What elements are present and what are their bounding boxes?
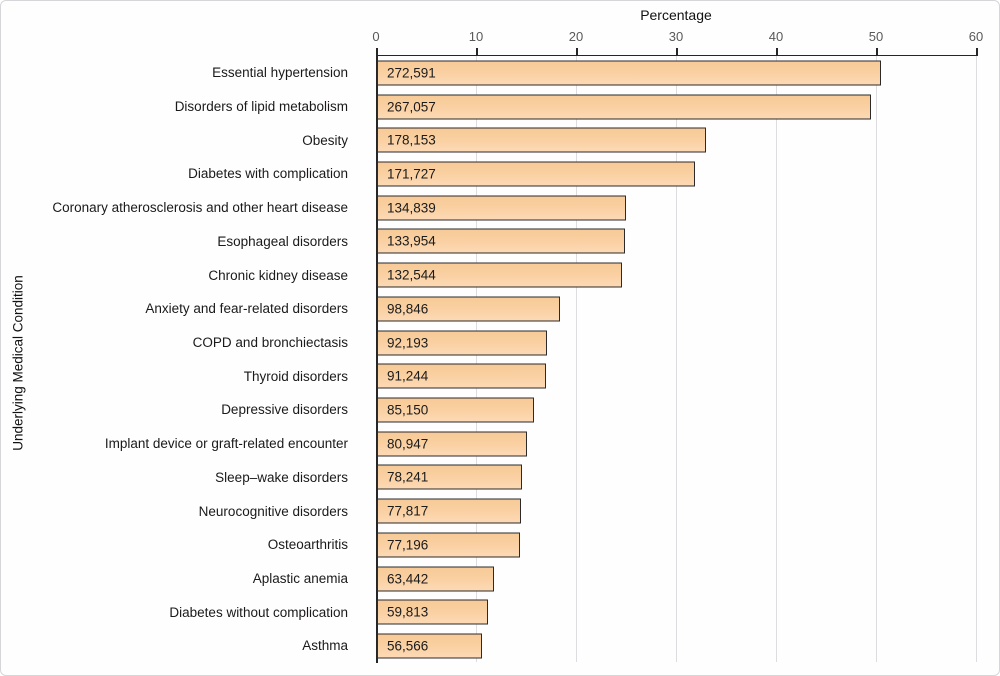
category-label: Asthma bbox=[302, 638, 348, 654]
bar-row: Essential hypertension 272,591 bbox=[1, 56, 999, 90]
gridline bbox=[776, 56, 777, 662]
bar-count-label: 59,813 bbox=[387, 604, 429, 620]
bar-count-label: 80,947 bbox=[387, 436, 429, 452]
bar: 92,193 bbox=[377, 330, 547, 356]
x-tick-label: 20 bbox=[568, 29, 584, 44]
bar-count-label: 272,591 bbox=[387, 65, 436, 81]
x-tick-label: 0 bbox=[372, 29, 380, 44]
bar-row: Diabetes without complication 59,813 bbox=[1, 595, 999, 629]
bar-count-label: 85,150 bbox=[387, 402, 429, 418]
bar: 272,591 bbox=[377, 60, 881, 86]
bar-row: Disorders of lipid metabolism 267,057 bbox=[1, 90, 999, 124]
category-label: Implant device or graft-related encounte… bbox=[104, 436, 348, 452]
bar-count-label: 92,193 bbox=[387, 335, 429, 351]
bar: 98,846 bbox=[377, 296, 560, 322]
x-tick-mark bbox=[576, 48, 578, 56]
bar: 132,544 bbox=[377, 262, 622, 288]
bar: 91,244 bbox=[377, 363, 546, 389]
category-label: Anxiety and fear-related disorders bbox=[145, 301, 348, 317]
x-tick-mark bbox=[376, 48, 378, 56]
bar-row: Diabetes with complication 171,727 bbox=[1, 157, 999, 191]
bar: 80,947 bbox=[377, 431, 527, 457]
bar: 171,727 bbox=[377, 161, 695, 187]
bar-count-label: 267,057 bbox=[387, 99, 436, 115]
category-label: Diabetes with complication bbox=[188, 166, 348, 182]
bar-count-label: 98,846 bbox=[387, 301, 429, 317]
bar-count-label: 91,244 bbox=[387, 368, 429, 384]
category-label: Osteoarthritis bbox=[267, 537, 348, 553]
bar: 63,442 bbox=[377, 566, 494, 591]
x-tick-label: 10 bbox=[468, 29, 484, 44]
category-label: Sleep–wake disorders bbox=[215, 469, 348, 485]
bar-row: Implant device or graft-related encounte… bbox=[1, 427, 999, 461]
x-tick-mark bbox=[876, 48, 878, 56]
bar: 77,817 bbox=[377, 498, 521, 524]
bar: 178,153 bbox=[377, 127, 706, 153]
x-tick-mark bbox=[476, 48, 478, 56]
bar-count-label: 132,544 bbox=[387, 267, 436, 283]
category-label: Coronary atherosclerosis and other heart… bbox=[52, 200, 348, 216]
bar-row: Sleep–wake disorders 78,241 bbox=[1, 461, 999, 495]
category-label: Essential hypertension bbox=[212, 65, 348, 81]
x-tick-label: 60 bbox=[968, 29, 984, 44]
category-label: Depressive disorders bbox=[221, 402, 348, 418]
bar-row: Aplastic anemia 63,442 bbox=[1, 562, 999, 596]
gridline bbox=[676, 56, 677, 662]
bar: 85,150 bbox=[377, 397, 534, 423]
bar-row: Obesity 178,153 bbox=[1, 123, 999, 157]
x-tick-label: 50 bbox=[868, 29, 884, 44]
category-label: Aplastic anemia bbox=[252, 571, 348, 586]
bar-count-label: 178,153 bbox=[387, 132, 436, 148]
bar-count-label: 133,954 bbox=[387, 233, 436, 249]
category-label: Esophageal disorders bbox=[217, 233, 348, 249]
y-axis-line bbox=[376, 54, 378, 663]
category-label: Chronic kidney disease bbox=[208, 267, 348, 283]
bar-count-label: 56,566 bbox=[387, 638, 429, 654]
bar-count-label: 63,442 bbox=[387, 571, 429, 586]
x-tick-mark bbox=[776, 48, 778, 56]
x-tick-mark bbox=[976, 48, 978, 56]
bar-row: Coronary atherosclerosis and other heart… bbox=[1, 191, 999, 225]
bar-count-label: 171,727 bbox=[387, 166, 436, 182]
category-label: Thyroid disorders bbox=[243, 368, 348, 384]
bar-count-label: 134,839 bbox=[387, 200, 436, 216]
category-label: Obesity bbox=[302, 132, 348, 148]
bar-row: Neurocognitive disorders 77,817 bbox=[1, 494, 999, 528]
x-tick-label: 30 bbox=[668, 29, 684, 44]
category-label: Neurocognitive disorders bbox=[198, 503, 348, 519]
bar: 56,566 bbox=[377, 633, 482, 659]
bar: 133,954 bbox=[377, 228, 625, 254]
gridline bbox=[476, 56, 477, 662]
bar: 77,196 bbox=[377, 532, 520, 558]
bar-row: Depressive disorders 85,150 bbox=[1, 393, 999, 427]
gridline bbox=[976, 56, 977, 662]
bar: 134,839 bbox=[377, 195, 626, 221]
gridline bbox=[876, 56, 877, 662]
bar-row: Esophageal disorders 133,954 bbox=[1, 225, 999, 259]
gridline bbox=[576, 56, 577, 662]
bar-row: Asthma 56,566 bbox=[1, 629, 999, 663]
bar-count-label: 77,196 bbox=[387, 537, 429, 553]
x-axis-title: Percentage bbox=[640, 7, 712, 23]
bar-row: Chronic kidney disease 132,544 bbox=[1, 258, 999, 292]
category-label: COPD and bronchiectasis bbox=[192, 335, 348, 351]
bar-row: Osteoarthritis 77,196 bbox=[1, 528, 999, 562]
bar-row: Thyroid disorders 91,244 bbox=[1, 359, 999, 393]
bar-row: COPD and bronchiectasis 92,193 bbox=[1, 326, 999, 360]
x-tick-label: 40 bbox=[768, 29, 784, 44]
bar-count-label: 78,241 bbox=[387, 469, 429, 485]
bar: 267,057 bbox=[377, 94, 871, 120]
bar-count-label: 77,817 bbox=[387, 503, 429, 519]
bar: 59,813 bbox=[377, 599, 488, 625]
bar: 78,241 bbox=[377, 464, 522, 490]
category-label: Disorders of lipid metabolism bbox=[174, 99, 348, 115]
category-label: Diabetes without complication bbox=[169, 604, 348, 620]
bar-row: Anxiety and fear-related disorders 98,846 bbox=[1, 292, 999, 326]
x-tick-mark bbox=[676, 48, 678, 56]
